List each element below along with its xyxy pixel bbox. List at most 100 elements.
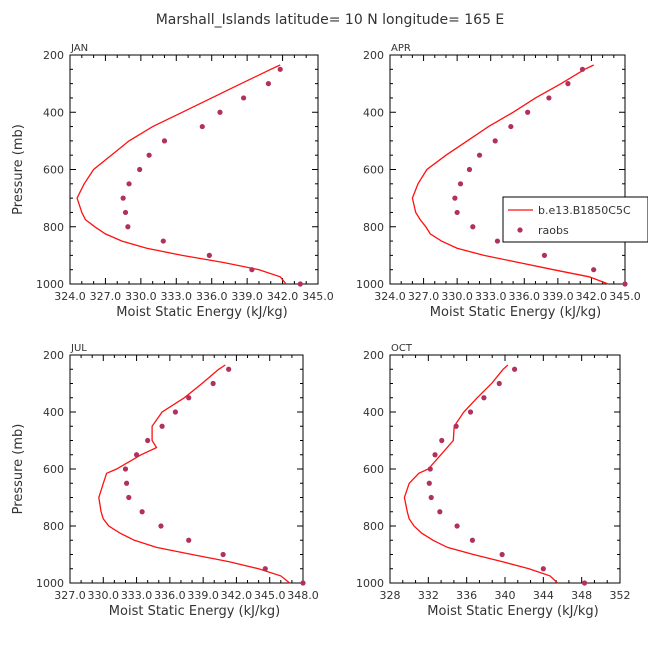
raobs-point [300,580,306,586]
x-tick-label: 340 [495,589,516,602]
x-axis-title: Moist Static Energy (kJ/kg) [109,604,280,619]
chart-panel-oct: OCT 328 332 336 340 344 348 352 200 400 600 800 1000… [356,343,631,619]
raobs-point [511,366,518,372]
raobs-point [120,195,126,201]
raobs-point [565,81,571,87]
raobs-point [457,181,464,187]
raobs-point [581,580,588,586]
raobs-point [427,466,433,472]
x-tick-label: 342.0 [221,589,253,602]
legend-dot-swatch [517,227,523,233]
raobs-point [122,466,129,472]
x-tick-label: 348 [571,589,592,602]
x-axis-title: Moist Static Energy (kJ/kg) [430,305,601,320]
x-axis-title: Moist Static Energy (kJ/kg) [427,604,598,619]
raobs-point [494,238,501,244]
raobs-point [499,551,505,558]
raobs-point [125,224,131,230]
raobs-point [210,380,216,387]
x-axis-title: Moist Static Energy (kJ/kg) [116,305,287,320]
raobs-point [126,181,132,187]
raobs-point [123,480,130,486]
raobs-point [508,123,514,130]
raobs-point [262,566,268,572]
y-tick-label: 800 [363,221,384,234]
model-profile-line [76,64,287,285]
legend: b.e13.B1850C5C raobs [502,196,648,243]
x-tick-label: 339.0 [187,589,219,602]
x-tick-label: 333.0 [121,589,153,602]
raobs-point [470,224,476,230]
raobs-point [146,152,152,158]
raobs-point [492,138,498,144]
y-tick-label: 600 [43,164,64,177]
x-tick-label: 345.0 [302,290,334,303]
raobs-point [122,209,129,216]
x-tick-label: 330.0 [441,290,473,303]
plot-frame [69,354,304,584]
raobs-point [466,166,473,173]
raobs-point [226,366,232,372]
x-tick-label: 324.0 [54,290,86,303]
x-tick-label: 336 [456,589,477,602]
x-tick-label: 327.0 [408,290,440,303]
raobs-point [186,395,192,401]
y-tick-label: 800 [363,520,384,533]
raobs-point [161,138,168,144]
chart-panel-jan: JAN 324.0 327.0 330.0 333.0 336.0 339.0 342.0 34… [11,43,334,320]
x-tick-label: 352 [610,589,631,602]
raobs-point [439,437,445,444]
raobs-point [454,523,460,529]
y-tick-label: 1000 [356,577,384,590]
x-tick-label: 348.0 [287,589,319,602]
y-tick-label: 800 [43,221,64,234]
raobs-point [241,95,247,101]
raobs-point [432,452,438,458]
raobs-point [277,66,283,72]
raobs-point [540,566,546,572]
y-tick-label: 200 [43,349,64,362]
x-tick-label: 339.0 [231,290,263,303]
y-tick-label: 400 [363,106,384,119]
raobs-point [139,509,145,515]
raobs-point [428,494,434,501]
raobs-point [437,509,443,515]
raobs-point [297,281,303,287]
x-tick-label: 333.0 [161,290,193,303]
chart-panel-apr: APR 324.0 327.0 330.0 333.0 336.0 339.0 342.0 34… [356,43,648,320]
raobs-point [133,452,140,458]
raobs-point [546,95,552,101]
x-tick-label: 339.0 [542,290,574,303]
x-tick-label: 336.0 [196,290,228,303]
raobs-point [496,380,502,387]
model-profile-line [403,364,559,584]
y-tick-label: 600 [363,463,384,476]
y-tick-label: 1000 [36,577,64,590]
y-tick-label: 600 [43,463,64,476]
raobs-point [159,423,165,429]
y-tick-label: 200 [363,349,384,362]
y-tick-label: 400 [43,106,64,119]
x-tick-label: 328 [380,589,401,602]
raobs-point [579,66,586,72]
panel-label: JAN [70,43,88,54]
raobs-point [172,409,179,415]
legend-box [502,196,648,243]
raobs-point [158,523,164,529]
raobs-point [541,252,548,258]
x-tick-label: 344 [533,589,554,602]
raobs-point [525,109,531,115]
panel-label: JUL [70,343,87,354]
x-tick-label: 342.0 [576,290,608,303]
raobs-point [199,123,205,130]
plot-frame [69,54,319,285]
raobs-point [426,480,432,486]
raobs-point [469,537,476,543]
raobs-point [453,423,459,429]
x-tick-label: 327.0 [90,290,122,303]
model-profile-line [98,364,291,584]
y-tick-label: 200 [43,49,64,62]
y-tick-label: 200 [363,49,384,62]
